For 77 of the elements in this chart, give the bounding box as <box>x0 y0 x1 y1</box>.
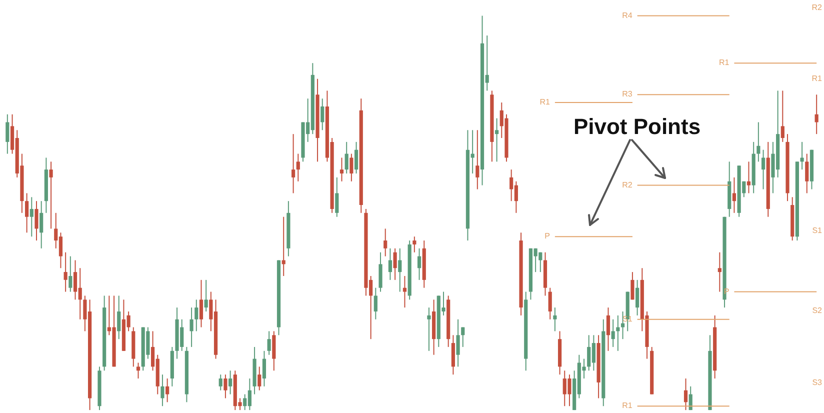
candlestick <box>616 314 620 352</box>
candlestick <box>780 90 784 142</box>
candlestick <box>636 279 640 316</box>
candlestick <box>30 196 34 238</box>
candlestick <box>476 130 480 190</box>
candlestick <box>166 378 170 403</box>
candlestick <box>272 330 276 372</box>
series-label: R2 <box>622 180 633 190</box>
candlestick <box>494 118 499 162</box>
candlestick <box>136 362 140 379</box>
candlestick <box>160 374 164 407</box>
candlestick <box>814 94 818 135</box>
candlestick <box>262 350 266 387</box>
candlestick <box>34 200 38 242</box>
annotation: S2 <box>812 306 823 315</box>
candlestick <box>344 141 348 174</box>
candlestick <box>451 334 455 376</box>
candlestick <box>718 252 722 292</box>
candlestick <box>190 307 194 348</box>
candlestick <box>296 153 300 182</box>
candlestick <box>427 307 431 352</box>
candlestick <box>291 134 296 194</box>
candlestick <box>25 192 29 234</box>
candlestick <box>398 248 402 292</box>
candlestick <box>6 114 10 154</box>
candlestick <box>553 307 557 332</box>
candlestick <box>746 161 751 194</box>
candlestick <box>630 272 634 300</box>
candlestick <box>805 153 809 194</box>
candlestick <box>40 200 44 249</box>
candlestick <box>354 141 358 174</box>
candlestick <box>335 176 339 218</box>
candlestick <box>384 228 388 257</box>
candlestick <box>49 161 53 230</box>
candlestick <box>117 295 121 340</box>
candlestick <box>340 157 344 182</box>
candlestick <box>204 279 208 312</box>
annotation: S3 <box>812 378 823 387</box>
candlestick <box>684 378 688 411</box>
series-label: R1 <box>718 58 730 68</box>
candlestick <box>732 176 736 214</box>
candlestick <box>350 153 354 182</box>
candlestick <box>199 279 204 328</box>
candlestick <box>611 318 615 348</box>
candlestick <box>282 216 286 276</box>
candlestick <box>258 366 262 391</box>
candlestick <box>68 256 72 292</box>
candlestick <box>461 326 465 348</box>
candlestick <box>761 149 766 190</box>
candlestick <box>756 122 760 162</box>
candlestick <box>194 299 198 332</box>
candlestick <box>606 307 610 352</box>
candlestick <box>388 248 392 280</box>
series-label: R3 <box>622 90 633 99</box>
candlestick <box>378 252 382 292</box>
candlestick <box>456 318 460 368</box>
candlestick <box>548 287 552 320</box>
series-label: R1 <box>622 401 633 410</box>
candlestick <box>417 248 422 280</box>
annotation: Pivot Points <box>573 114 701 139</box>
candlestick <box>224 374 228 399</box>
annotation: R1 <box>812 74 823 83</box>
series-label: R1 <box>540 98 550 107</box>
candlestick <box>800 141 804 170</box>
text: R2 <box>812 3 823 12</box>
candlestick <box>320 98 324 131</box>
candlestick <box>374 287 378 320</box>
annotation: S1 <box>812 226 823 235</box>
candlestick <box>267 330 271 356</box>
series-label: P <box>544 232 550 241</box>
candlestick <box>402 275 407 308</box>
candlestick <box>64 252 68 292</box>
candlestick <box>218 374 222 391</box>
candlestick <box>393 248 397 280</box>
candlestick <box>412 236 416 253</box>
candlestick <box>228 370 232 395</box>
series-label: R4 <box>622 10 633 20</box>
